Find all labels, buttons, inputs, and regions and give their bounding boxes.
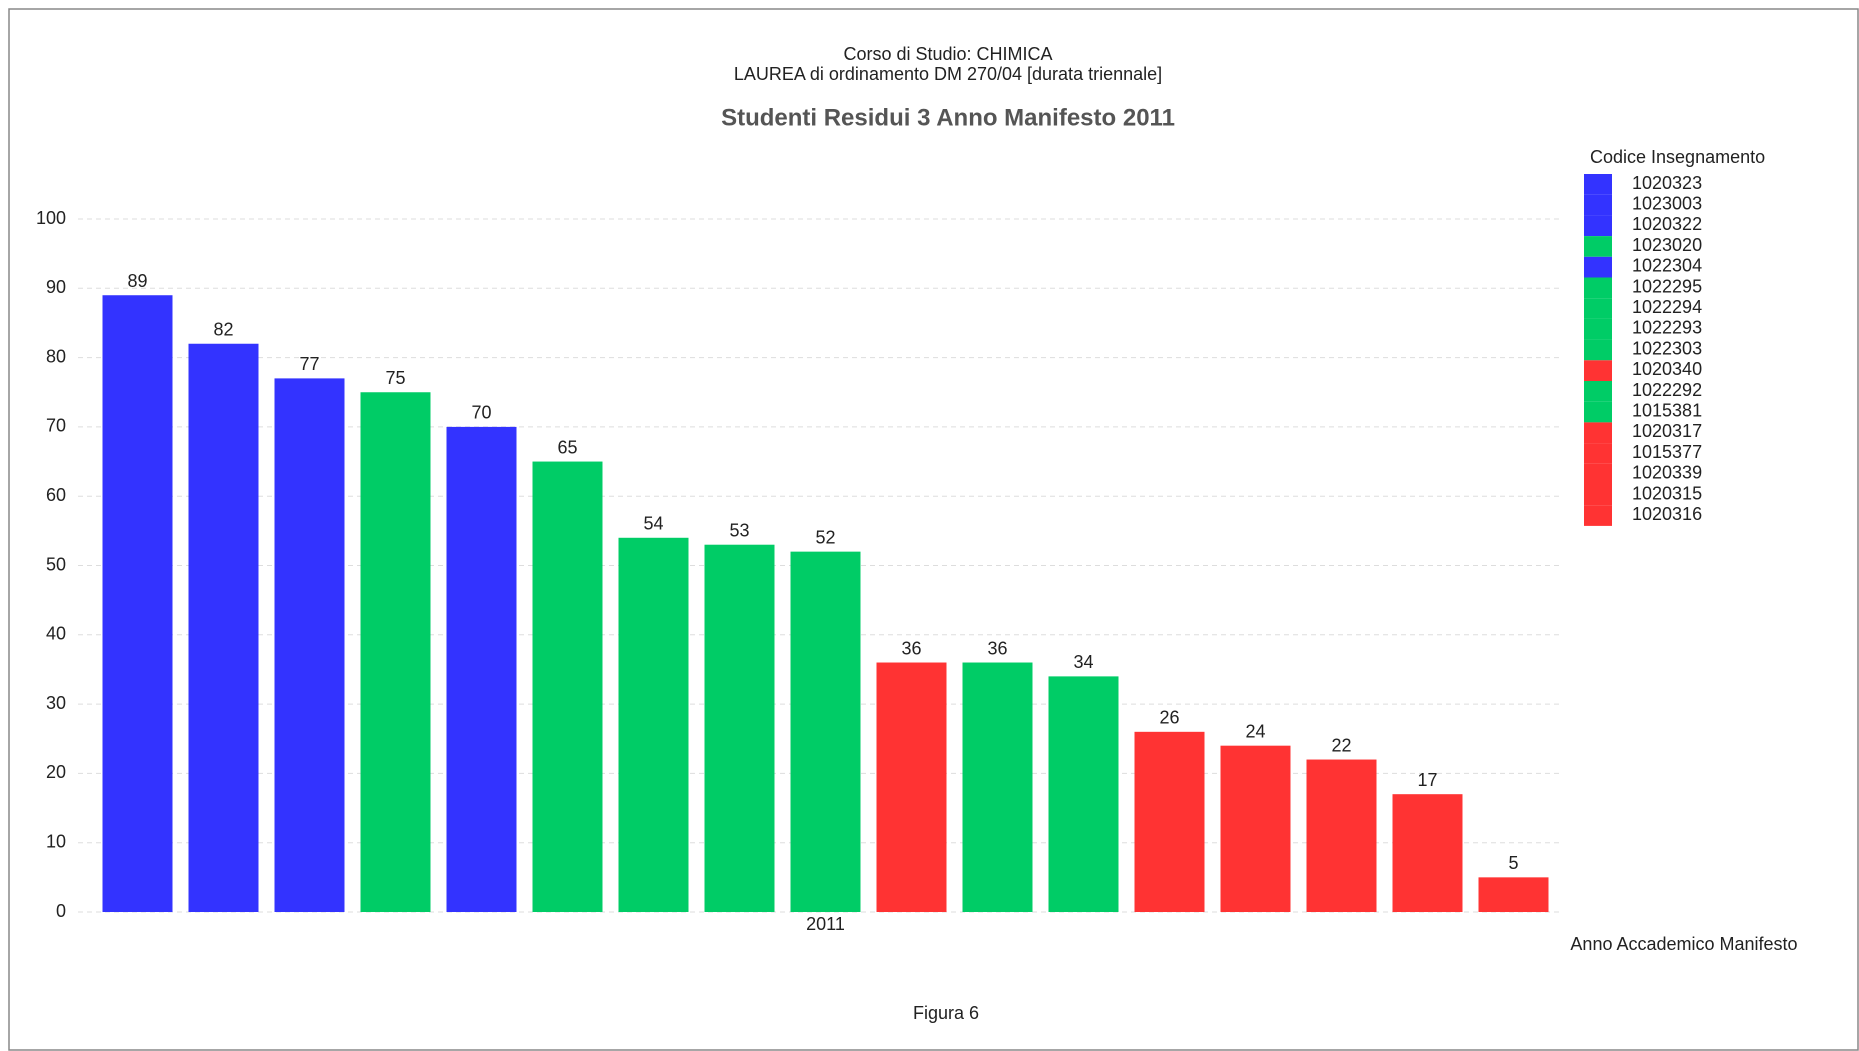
bar xyxy=(274,378,345,912)
legend-swatch xyxy=(1584,256,1612,278)
y-tick-label: 100 xyxy=(36,208,66,228)
bar xyxy=(1048,676,1119,912)
legend-swatch xyxy=(1584,215,1612,237)
y-tick-label: 80 xyxy=(46,346,66,366)
legend-label: 1022293 xyxy=(1632,318,1702,338)
bar xyxy=(1392,794,1463,912)
y-tick-label: 20 xyxy=(46,762,66,782)
legend-swatch xyxy=(1584,484,1612,506)
bar xyxy=(1134,731,1205,912)
y-tick-label: 30 xyxy=(46,693,66,713)
legend-swatch xyxy=(1584,505,1612,526)
bar xyxy=(1306,759,1377,912)
legend-label: 1023003 xyxy=(1632,193,1702,213)
legend-label: 1020316 xyxy=(1632,504,1702,524)
legend-label: 1022304 xyxy=(1632,256,1702,276)
bar xyxy=(790,551,861,912)
data-label: 53 xyxy=(729,520,749,540)
data-label: 5 xyxy=(1508,853,1518,873)
data-label: 22 xyxy=(1331,735,1351,755)
data-label: 82 xyxy=(213,319,233,339)
y-tick-label: 90 xyxy=(46,277,66,297)
data-label: 24 xyxy=(1245,721,1265,741)
legend-title: Codice Insegnamento xyxy=(1590,147,1765,167)
legend-swatch xyxy=(1584,381,1612,402)
bar xyxy=(188,343,259,912)
bar xyxy=(1478,877,1549,912)
y-tick-label: 40 xyxy=(46,624,66,644)
legend-label: 1020322 xyxy=(1632,214,1702,234)
data-label: 75 xyxy=(385,368,405,388)
legend-label: 1020340 xyxy=(1632,359,1702,379)
legend-swatch xyxy=(1584,339,1612,361)
legend-swatch xyxy=(1584,236,1612,257)
bar xyxy=(360,392,431,912)
legend-swatch xyxy=(1584,401,1612,423)
y-tick-label: 10 xyxy=(46,831,66,851)
data-label: 77 xyxy=(299,354,319,374)
data-label: 89 xyxy=(127,271,147,291)
legend-swatch xyxy=(1584,194,1612,216)
data-label: 54 xyxy=(643,514,663,534)
legend-swatch xyxy=(1584,463,1612,485)
data-label: 65 xyxy=(557,437,577,457)
legend-label: 1022295 xyxy=(1632,276,1702,296)
legend-swatch xyxy=(1584,318,1612,340)
bar xyxy=(1220,745,1291,912)
data-label: 34 xyxy=(1073,652,1093,672)
legend-label: 1020339 xyxy=(1632,463,1702,483)
legend-swatch xyxy=(1584,443,1612,464)
legend-label: 1020315 xyxy=(1632,483,1702,503)
bar xyxy=(446,426,517,912)
x-axis-label: Anno Accademico Manifesto xyxy=(1570,934,1797,954)
legend-label: 1022303 xyxy=(1632,338,1702,358)
legend-label: 1015377 xyxy=(1632,442,1702,462)
legend-swatch xyxy=(1584,174,1612,195)
legend-swatch xyxy=(1584,277,1612,299)
bar xyxy=(876,662,947,912)
data-label: 36 xyxy=(987,638,1007,658)
legend-swatch xyxy=(1584,422,1612,444)
legend-swatch xyxy=(1584,298,1612,319)
legend-label: 1020317 xyxy=(1632,421,1702,441)
y-tick-label: 0 xyxy=(56,901,66,921)
data-label: 17 xyxy=(1417,770,1437,790)
bar xyxy=(102,295,173,913)
bar xyxy=(962,662,1033,912)
legend-label: 1023020 xyxy=(1632,235,1702,255)
y-tick-label: 70 xyxy=(46,416,66,436)
x-tick-label: 2011 xyxy=(806,914,845,934)
data-label: 36 xyxy=(901,638,921,658)
subtitle: LAUREA di ordinamento DM 270/04 [durata … xyxy=(734,64,1162,84)
frame xyxy=(8,8,1859,1051)
legend-label: 1015381 xyxy=(1632,400,1702,420)
legend-label: 1020323 xyxy=(1632,173,1702,193)
legend-label: 1022292 xyxy=(1632,380,1702,400)
data-label: 26 xyxy=(1159,708,1179,728)
bar xyxy=(532,461,603,912)
y-tick-label: 60 xyxy=(46,485,66,505)
y-tick-label: 50 xyxy=(46,554,66,574)
data-label: 70 xyxy=(471,403,491,423)
subtitle: Corso di Studio: CHIMICA xyxy=(843,44,1052,64)
chart-title: Studenti Residui 3 Anno Manifesto 2011 xyxy=(721,104,1175,131)
data-label: 52 xyxy=(815,527,835,547)
bar xyxy=(704,544,775,912)
bar xyxy=(618,537,689,912)
caption: Figura 6 xyxy=(913,1003,979,1023)
legend-swatch xyxy=(1584,360,1612,381)
legend-label: 1022294 xyxy=(1632,297,1702,317)
